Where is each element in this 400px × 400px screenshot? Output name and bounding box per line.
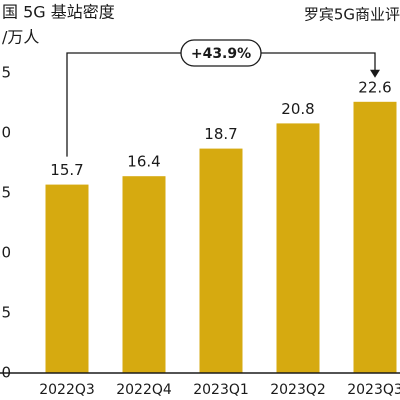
annotation-pill [180, 39, 262, 67]
value-label: 22.6 [358, 78, 391, 96]
chart-title: 国 5G 基站密度 [2, 3, 115, 22]
y-tick-label: 20 [0, 124, 11, 142]
bar [353, 101, 397, 374]
bar [45, 184, 89, 373]
x-tick-label: 2023Q1 [193, 382, 249, 398]
x-tick-label: 2022Q4 [116, 382, 172, 398]
y-tick-label: 10 [0, 244, 11, 262]
x-tick-label: 2022Q3 [39, 382, 95, 398]
y-tick-label: 5 [1, 304, 11, 322]
bar [276, 123, 320, 374]
chart-subtitle: /万人 [2, 28, 39, 47]
arrow-head [370, 69, 380, 78]
source: 罗宾5G商业评 [304, 6, 400, 24]
y-tick-label: 25 [0, 64, 11, 82]
x-tick-label: 2023Q2 [270, 382, 326, 398]
annotation: +43.9% [191, 46, 251, 62]
y-tick-label: 15 [0, 184, 11, 202]
bar [199, 148, 243, 373]
value-label: 18.7 [204, 125, 237, 143]
x-tick-label: 2023Q3 [347, 382, 400, 398]
value-label: 20.8 [281, 100, 314, 118]
value-label: 16.4 [127, 153, 160, 171]
bar [122, 176, 166, 373]
value-label: 15.7 [50, 161, 83, 179]
